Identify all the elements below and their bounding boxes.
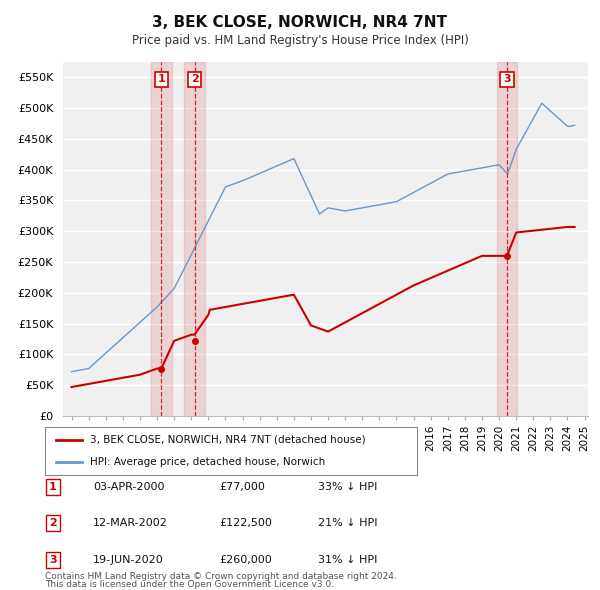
- Text: 3, BEK CLOSE, NORWICH, NR4 7NT: 3, BEK CLOSE, NORWICH, NR4 7NT: [152, 15, 448, 30]
- Text: 1: 1: [157, 74, 165, 84]
- Text: 3: 3: [49, 555, 56, 565]
- Text: 31% ↓ HPI: 31% ↓ HPI: [318, 555, 377, 565]
- Text: 1: 1: [49, 482, 56, 491]
- Text: 3, BEK CLOSE, NORWICH, NR4 7NT (detached house): 3, BEK CLOSE, NORWICH, NR4 7NT (detached…: [89, 435, 365, 445]
- Text: 2: 2: [191, 74, 199, 84]
- Bar: [497, 62, 517, 416]
- Text: HPI: Average price, detached house, Norwich: HPI: Average price, detached house, Norw…: [89, 457, 325, 467]
- Text: 19-JUN-2020: 19-JUN-2020: [93, 555, 164, 565]
- Text: Contains HM Land Registry data © Crown copyright and database right 2024.: Contains HM Land Registry data © Crown c…: [45, 572, 397, 581]
- Text: 2: 2: [49, 519, 56, 528]
- Text: 12-MAR-2002: 12-MAR-2002: [93, 519, 168, 528]
- Text: 03-APR-2000: 03-APR-2000: [93, 482, 164, 491]
- Bar: [151, 62, 172, 416]
- Bar: [184, 62, 205, 416]
- Text: This data is licensed under the Open Government Licence v3.0.: This data is licensed under the Open Gov…: [45, 580, 334, 589]
- Text: 3: 3: [503, 74, 511, 84]
- Text: £77,000: £77,000: [219, 482, 265, 491]
- Text: £260,000: £260,000: [219, 555, 272, 565]
- Text: 33% ↓ HPI: 33% ↓ HPI: [318, 482, 377, 491]
- Text: 21% ↓ HPI: 21% ↓ HPI: [318, 519, 377, 528]
- Text: Price paid vs. HM Land Registry's House Price Index (HPI): Price paid vs. HM Land Registry's House …: [131, 34, 469, 47]
- Text: £122,500: £122,500: [219, 519, 272, 528]
